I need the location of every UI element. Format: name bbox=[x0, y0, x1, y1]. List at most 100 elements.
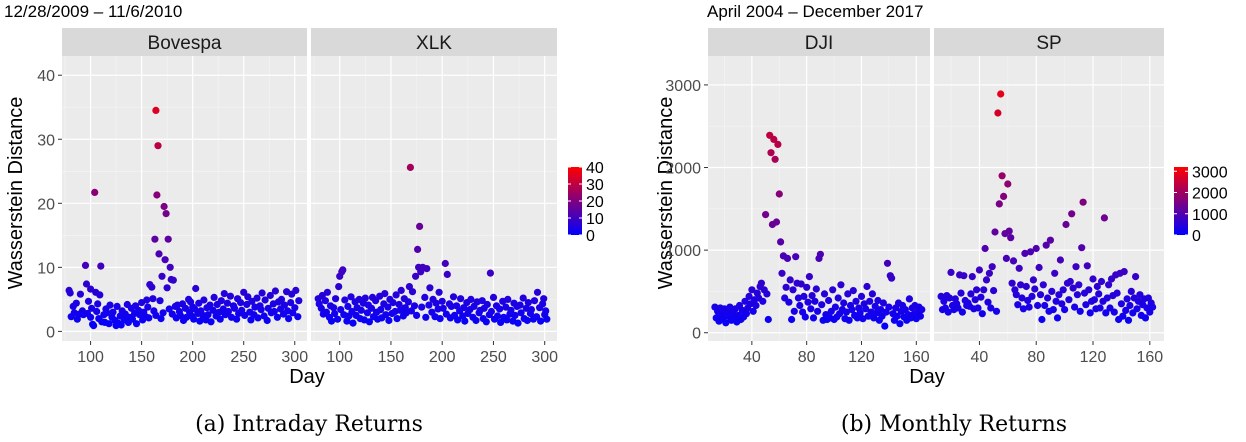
data-point bbox=[192, 284, 200, 293]
data-point bbox=[741, 297, 749, 305]
data-point bbox=[974, 304, 982, 312]
panel-xlk: XLK 100 150 200 250 300 bbox=[311, 28, 558, 366]
data-point bbox=[1079, 198, 1087, 206]
data-point bbox=[1093, 282, 1101, 291]
data-point bbox=[770, 135, 778, 143]
data-point bbox=[106, 301, 114, 309]
data-point bbox=[1000, 192, 1008, 200]
data-point bbox=[1038, 315, 1046, 324]
data-point bbox=[759, 297, 767, 305]
data-point bbox=[877, 306, 885, 314]
data-point bbox=[829, 286, 837, 294]
data-point bbox=[1149, 303, 1157, 311]
data-point bbox=[804, 298, 812, 306]
data-point bbox=[294, 313, 302, 321]
data-point bbox=[540, 295, 548, 303]
data-point bbox=[277, 295, 286, 303]
data-point bbox=[132, 320, 141, 328]
data-point bbox=[987, 304, 995, 312]
data-point bbox=[1103, 294, 1111, 302]
y-axis-label: Wasserstein Distance bbox=[655, 97, 677, 290]
data-point bbox=[90, 322, 98, 330]
data-point bbox=[489, 293, 498, 301]
y-tick-label: 30 bbox=[37, 132, 55, 149]
data-point bbox=[1052, 297, 1060, 305]
data-point bbox=[1082, 301, 1090, 309]
data-point bbox=[994, 109, 1002, 117]
data-point bbox=[811, 297, 819, 305]
data-point bbox=[533, 288, 542, 296]
data-point bbox=[1008, 279, 1016, 287]
data-point bbox=[487, 307, 495, 316]
data-point bbox=[1041, 301, 1049, 310]
colorbar-tick-label: 20 bbox=[586, 194, 604, 211]
data-point bbox=[82, 280, 91, 288]
data-point bbox=[1014, 301, 1022, 309]
data-point bbox=[1132, 273, 1140, 281]
data-point bbox=[436, 315, 444, 323]
data-point bbox=[412, 272, 420, 280]
data-point bbox=[820, 290, 829, 298]
y-tick-label: 2000 bbox=[665, 161, 701, 178]
data-point bbox=[896, 320, 904, 328]
data-point bbox=[287, 299, 295, 307]
data-point bbox=[416, 222, 424, 230]
data-point bbox=[151, 235, 159, 243]
x-tick-label: 250 bbox=[230, 349, 257, 366]
data-point bbox=[517, 309, 525, 317]
data-point bbox=[726, 303, 734, 311]
data-point bbox=[1017, 281, 1025, 289]
data-point bbox=[317, 304, 325, 312]
colorbar-tick-label: 30 bbox=[586, 177, 604, 194]
data-point bbox=[1007, 234, 1015, 242]
data-point bbox=[857, 292, 866, 300]
data-point bbox=[159, 309, 167, 317]
data-point bbox=[848, 306, 856, 314]
colorbar-tick-label: 3000 bbox=[1192, 164, 1228, 181]
data-point bbox=[91, 188, 99, 196]
figure-caption: (b) Monthly Returns bbox=[841, 412, 1067, 437]
data-point bbox=[418, 303, 426, 311]
data-point bbox=[867, 308, 875, 316]
data-point bbox=[1119, 312, 1127, 320]
data-point bbox=[794, 294, 803, 302]
data-point bbox=[155, 250, 163, 258]
data-point bbox=[1004, 180, 1012, 188]
facet-strip-label: XLK bbox=[416, 33, 452, 54]
data-point bbox=[977, 293, 985, 301]
data-point bbox=[530, 297, 539, 305]
data-point bbox=[982, 276, 991, 284]
colorbar-tick-label: 2000 bbox=[1192, 186, 1228, 203]
figure-caption: (a) Intraday Returns bbox=[195, 412, 423, 437]
data-point bbox=[975, 266, 984, 274]
data-point bbox=[483, 300, 491, 309]
colorbar bbox=[568, 167, 582, 235]
data-point bbox=[365, 318, 373, 326]
data-point bbox=[271, 287, 279, 295]
data-point bbox=[981, 244, 989, 253]
data-point bbox=[148, 283, 156, 291]
data-point bbox=[210, 293, 218, 301]
data-point bbox=[808, 292, 816, 300]
data-point bbox=[1022, 282, 1030, 291]
data-point bbox=[985, 269, 994, 277]
data-point bbox=[1126, 301, 1134, 310]
data-point bbox=[516, 301, 524, 309]
data-point bbox=[1120, 268, 1128, 276]
data-point bbox=[871, 302, 879, 310]
data-point bbox=[395, 300, 403, 309]
data-point bbox=[347, 293, 355, 301]
data-point bbox=[292, 286, 300, 294]
data-point bbox=[266, 291, 274, 300]
data-point bbox=[995, 200, 1003, 208]
data-point bbox=[261, 296, 269, 304]
data-point bbox=[295, 297, 303, 305]
data-point bbox=[774, 140, 782, 148]
data-point bbox=[96, 291, 104, 299]
data-point bbox=[438, 297, 446, 305]
data-point bbox=[1031, 285, 1039, 293]
data-point bbox=[837, 281, 845, 289]
data-point bbox=[957, 289, 965, 297]
data-point bbox=[406, 163, 414, 171]
